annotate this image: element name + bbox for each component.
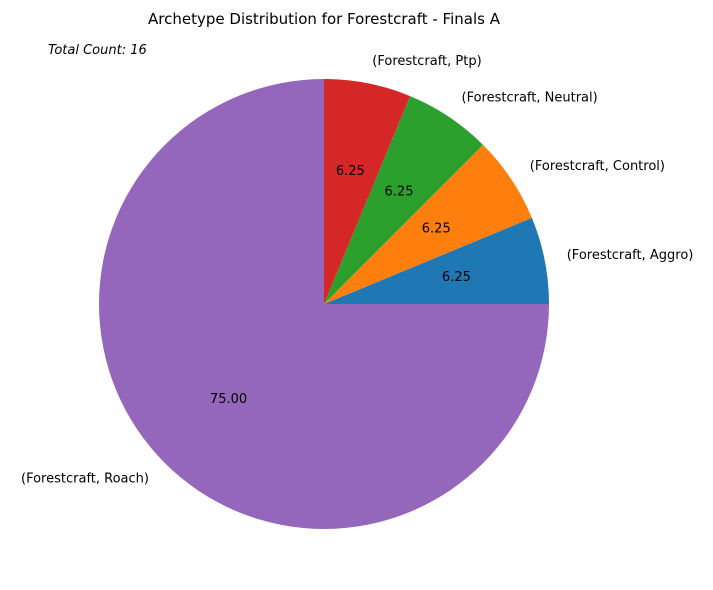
slice-percentage: 6.25 [385, 184, 414, 199]
chart-title: Archetype Distribution for Forestcraft -… [148, 10, 501, 28]
pie-slice [324, 217, 549, 304]
slice-percentage: 6.25 [442, 270, 471, 285]
pie-slice [324, 79, 411, 304]
total-count-annotation: Total Count: 16 [48, 43, 147, 58]
slice-label: (Forestcraft, Neutral) [462, 91, 598, 106]
slice-percentage: 6.25 [336, 164, 365, 179]
slice-percentage: 6.25 [422, 221, 451, 236]
slice-label: (Forestcraft, Ptp) [372, 54, 481, 69]
pie-slice [324, 96, 484, 304]
slice-percentage: 75.00 [210, 392, 247, 407]
slice-percentages: 6.25 6.25 6.25 6.25 75.00 [210, 164, 471, 407]
slice-label: (Forestcraft, Control) [530, 159, 665, 174]
pie-slice [324, 144, 532, 304]
slice-label: (Forestcraft, Roach) [21, 472, 149, 487]
slice-labels: (Forestcraft, Aggro) (Forestcraft, Contro… [21, 54, 693, 487]
slice-label: (Forestcraft, Aggro) [567, 248, 694, 263]
pie-slice [99, 79, 549, 529]
pie-slices [99, 79, 549, 529]
